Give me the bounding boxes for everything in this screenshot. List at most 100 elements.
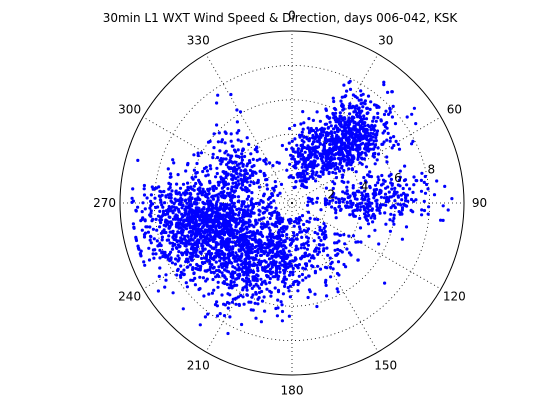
data-point	[406, 199, 410, 203]
data-point	[143, 218, 147, 222]
data-point	[245, 293, 249, 297]
angle-label-90: 90	[472, 196, 487, 210]
data-point	[224, 263, 228, 267]
data-point	[241, 286, 245, 290]
data-point	[217, 192, 221, 196]
data-point	[257, 185, 261, 189]
data-point	[190, 203, 194, 207]
angle-label-330: 330	[187, 34, 210, 48]
data-point	[169, 196, 173, 200]
data-point	[362, 175, 366, 180]
data-point	[338, 233, 343, 237]
data-point	[295, 237, 299, 241]
data-point	[353, 191, 357, 195]
data-point	[218, 214, 222, 219]
data-point	[209, 235, 213, 239]
data-point	[268, 216, 272, 221]
data-point	[221, 208, 226, 212]
data-point	[241, 164, 245, 168]
data-point	[266, 245, 270, 249]
data-point	[242, 273, 246, 277]
data-point	[249, 269, 253, 274]
data-point	[213, 194, 217, 198]
data-point	[216, 198, 220, 202]
data-point	[293, 256, 297, 260]
data-point	[359, 98, 363, 102]
data-point	[318, 175, 322, 179]
data-point	[169, 206, 173, 210]
data-point	[284, 277, 288, 281]
data-point	[331, 127, 336, 131]
data-point	[269, 238, 273, 242]
data-point	[212, 270, 216, 274]
data-point	[349, 158, 353, 162]
data-point	[231, 231, 236, 235]
data-point	[235, 268, 239, 272]
data-point	[280, 233, 284, 237]
data-point	[245, 197, 249, 201]
data-point	[208, 179, 212, 183]
data-point	[301, 145, 305, 149]
data-point	[366, 131, 370, 135]
data-point	[235, 167, 239, 171]
data-point	[143, 207, 147, 211]
data-point	[247, 189, 251, 193]
data-point	[204, 238, 208, 243]
data-point	[131, 222, 135, 226]
data-point	[276, 211, 281, 215]
data-point	[206, 196, 210, 200]
data-point	[308, 216, 312, 220]
data-point	[228, 191, 232, 195]
data-point	[287, 314, 291, 318]
data-point	[164, 273, 168, 277]
data-point	[152, 256, 156, 260]
data-point	[251, 308, 255, 312]
data-point	[370, 208, 374, 212]
data-point	[229, 139, 233, 143]
data-point	[201, 276, 205, 280]
data-point	[362, 157, 366, 161]
data-point	[385, 138, 389, 142]
data-point	[376, 152, 381, 156]
data-point	[270, 254, 274, 258]
data-point	[389, 212, 393, 216]
data-point	[163, 213, 167, 217]
data-point	[148, 206, 152, 210]
data-point	[273, 286, 277, 290]
data-point	[226, 306, 230, 310]
data-point	[214, 186, 218, 190]
data-point	[379, 183, 384, 187]
data-point	[275, 216, 279, 220]
data-point	[299, 246, 303, 250]
data-point	[301, 266, 305, 270]
data-point	[260, 282, 264, 286]
data-point	[381, 178, 386, 182]
data-point	[140, 210, 144, 214]
data-point	[293, 123, 297, 127]
data-point	[208, 265, 213, 269]
data-point	[245, 187, 249, 191]
data-point	[169, 221, 173, 225]
data-point	[261, 200, 265, 204]
data-point	[177, 250, 181, 254]
data-point	[404, 195, 408, 199]
data-point	[143, 263, 147, 267]
data-point	[409, 197, 414, 202]
data-point	[202, 201, 206, 205]
data-point	[277, 228, 281, 233]
data-point	[154, 217, 158, 221]
data-point	[243, 263, 247, 267]
data-point	[245, 227, 249, 231]
data-point	[296, 282, 300, 287]
data-point	[292, 231, 296, 235]
data-point	[185, 212, 189, 216]
data-point	[187, 230, 191, 234]
data-point	[177, 199, 181, 203]
data-point	[188, 251, 193, 255]
data-point	[243, 258, 247, 262]
data-point	[226, 182, 230, 186]
data-point	[419, 189, 424, 193]
data-point	[151, 202, 155, 206]
data-point	[186, 223, 190, 227]
data-point	[356, 107, 360, 111]
